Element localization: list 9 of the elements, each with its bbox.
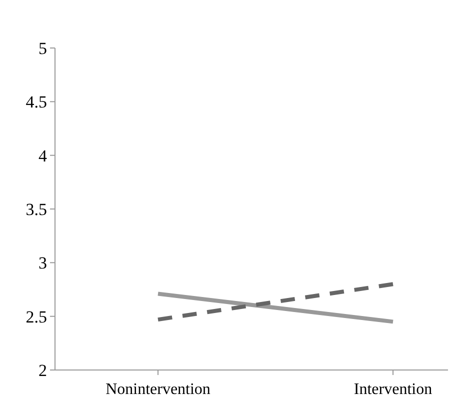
x-tick-label: Nonintervention xyxy=(106,381,210,398)
y-tick-label: 3 xyxy=(38,254,47,273)
y-tick-label: 2.5 xyxy=(26,307,47,326)
y-tick-label: 3.5 xyxy=(26,200,47,219)
x-tick-label: Intervention xyxy=(354,381,432,398)
y-tick-label: 2 xyxy=(38,360,47,380)
y-tick-label: 5 xyxy=(38,38,47,58)
y-tick-label: 4 xyxy=(38,146,48,166)
y-tick-label: 4.5 xyxy=(26,92,47,112)
